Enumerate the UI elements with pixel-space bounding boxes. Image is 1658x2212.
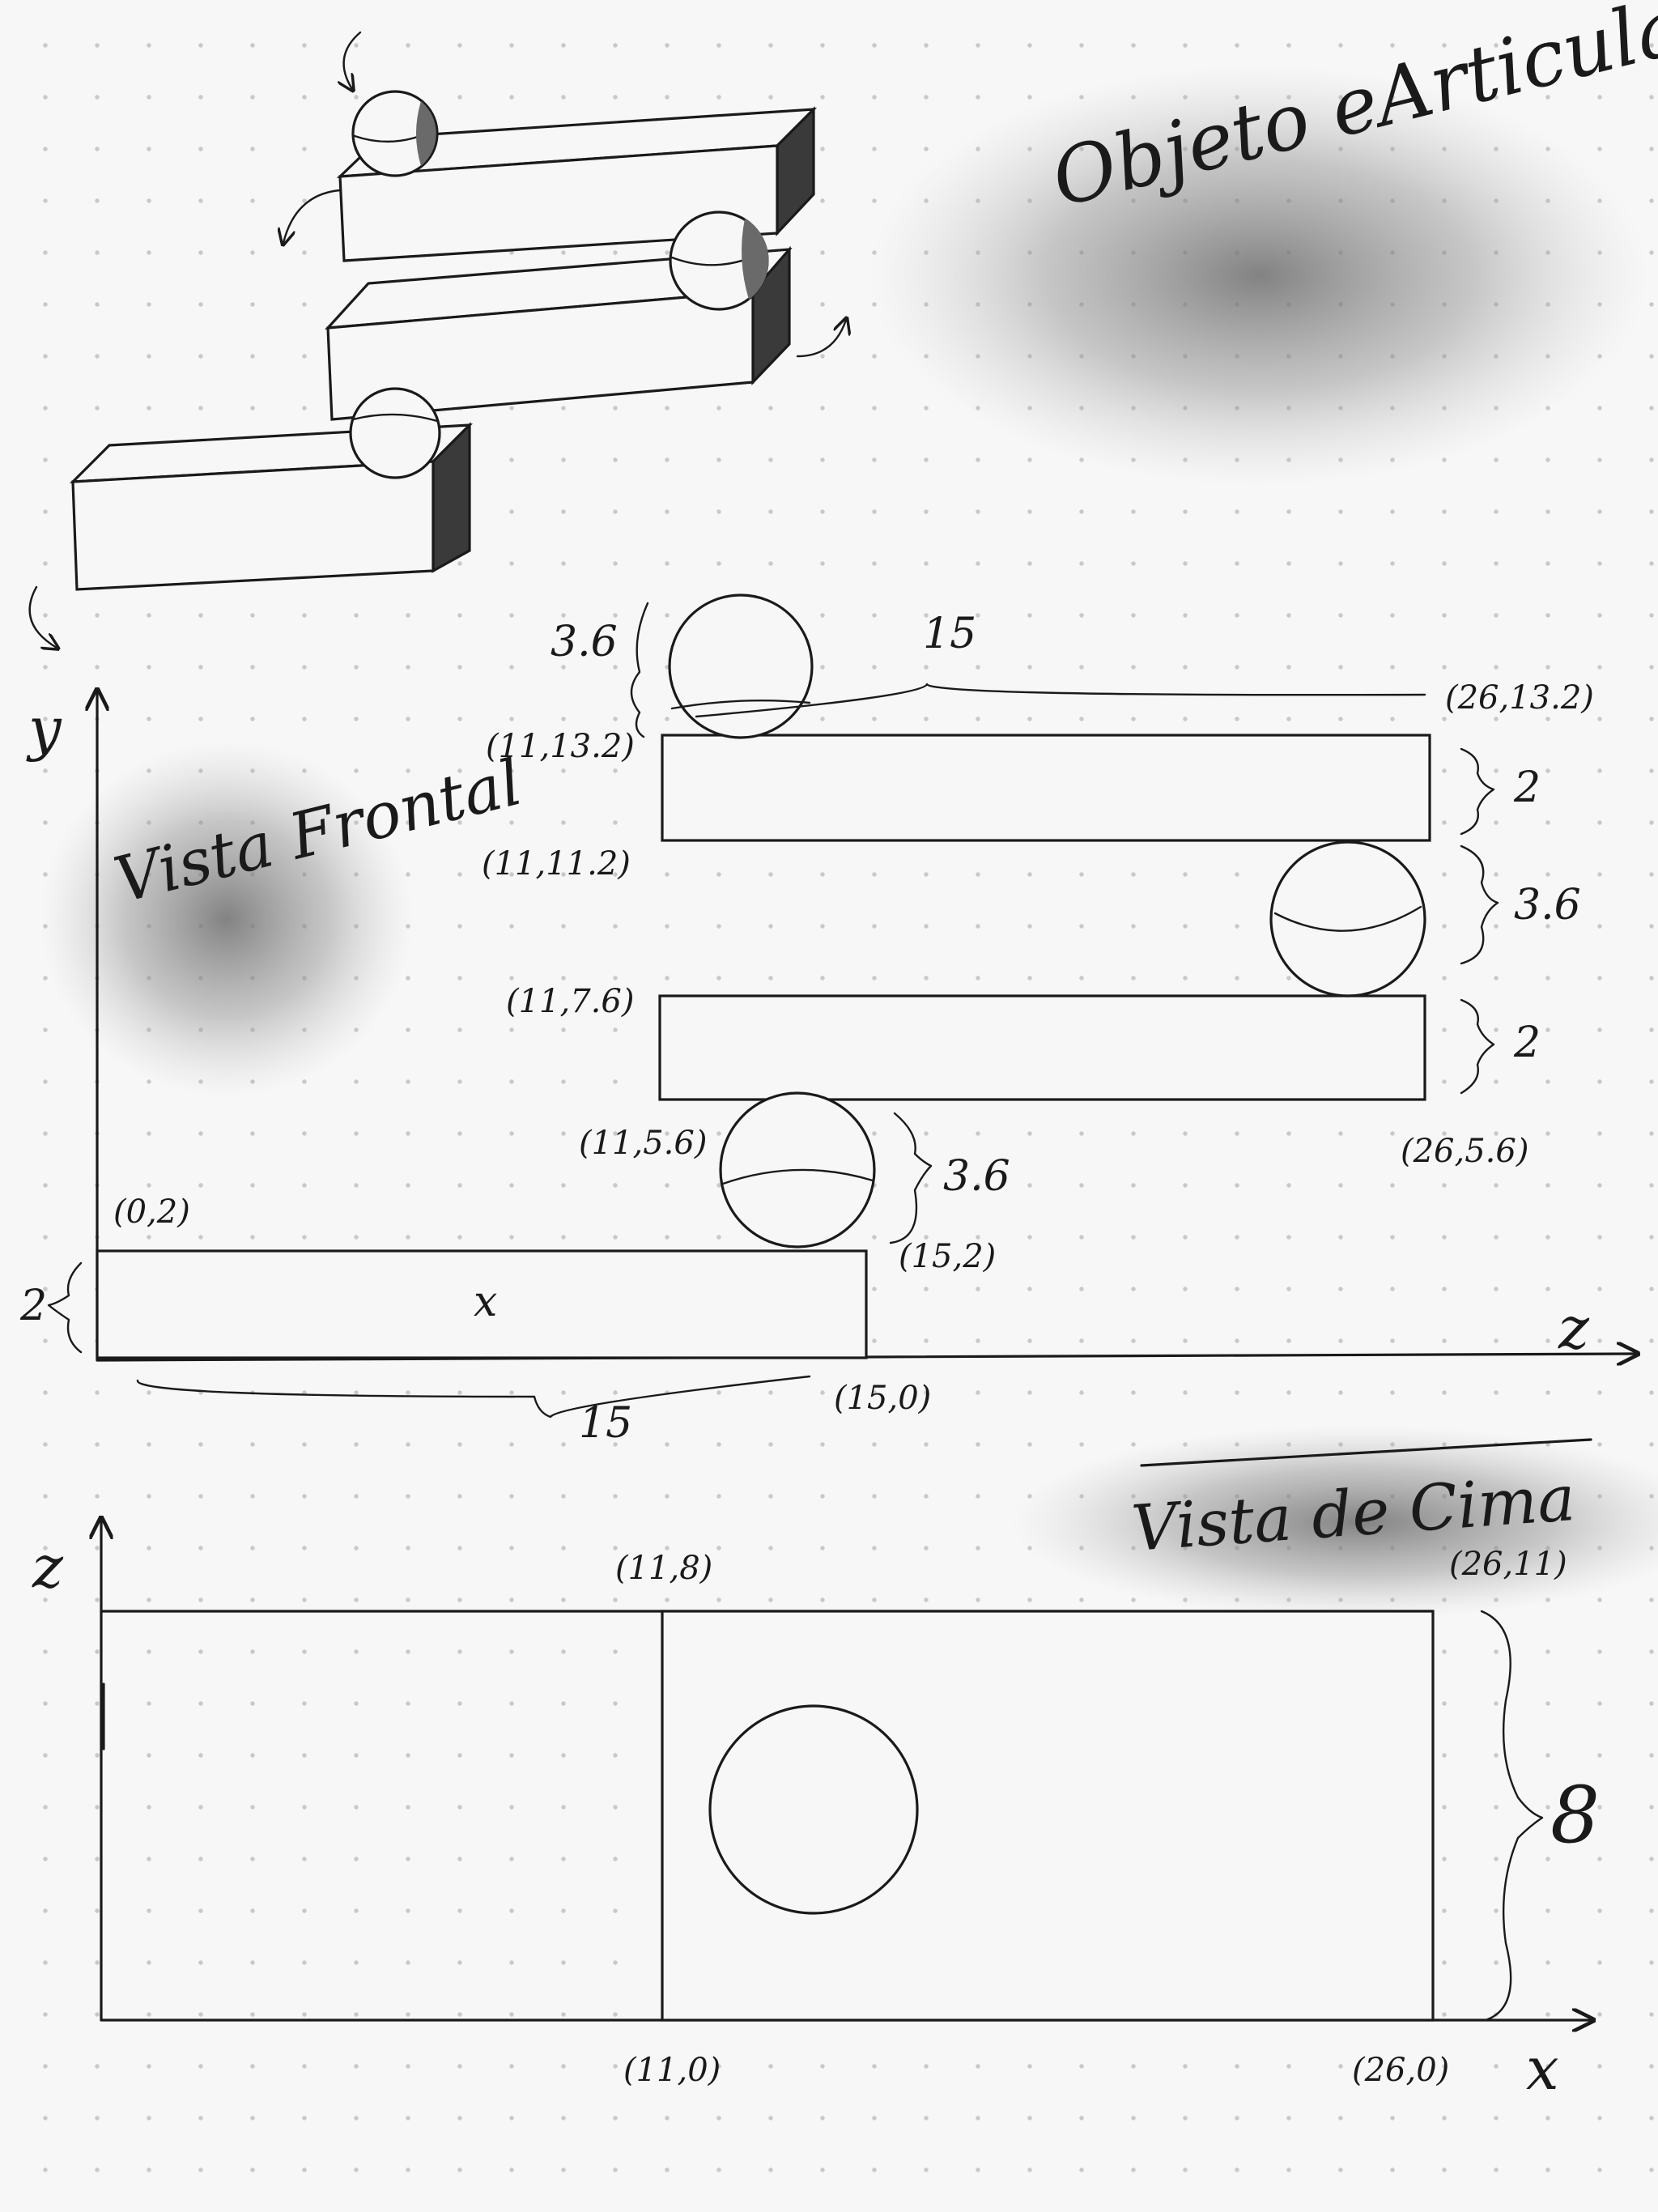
point-label: (11,5.6) xyxy=(579,1125,707,1162)
dim-label: 3.6 xyxy=(943,1152,1010,1201)
joint-sphere-lower xyxy=(719,1091,876,1249)
point-label: (26,11) xyxy=(1449,1546,1567,1583)
axis-x-label: x xyxy=(1526,2035,1559,2103)
front-title-smudge xyxy=(40,741,413,1097)
dim-label: 3.6 xyxy=(1514,881,1581,929)
sphere-bottom xyxy=(349,387,441,479)
link-block-upper xyxy=(661,734,1431,842)
axis-z-label: z xyxy=(1558,1294,1590,1362)
point-label: (11,8) xyxy=(615,1550,712,1587)
point-label: (11,7.6) xyxy=(506,983,634,1020)
point-label: (11,11.2) xyxy=(482,845,631,883)
point-label: (26,13.2) xyxy=(1445,679,1594,717)
title-smudge xyxy=(870,65,1647,486)
sphere-top xyxy=(351,90,439,177)
top-sphere-outline xyxy=(708,1704,919,1915)
dim-label: 3.6 xyxy=(551,618,618,666)
center-mark: x xyxy=(474,1278,497,1326)
joint-sphere-top xyxy=(668,593,814,739)
dim-label: 8 xyxy=(1550,1770,1600,1861)
dim-label: 15 xyxy=(579,1399,632,1448)
base-block xyxy=(96,1249,868,1359)
point-label: (11,0) xyxy=(623,2052,721,2089)
joint-sphere-middle xyxy=(1269,840,1426,998)
point-label: (15,2) xyxy=(899,1238,996,1275)
axis-y-label: y xyxy=(26,695,62,763)
dim-label: 15 xyxy=(923,610,976,658)
point-label: (0,2) xyxy=(113,1193,190,1231)
point-label: (26,5.6) xyxy=(1401,1133,1528,1170)
point-label: (15,0) xyxy=(834,1380,931,1417)
sphere-middle xyxy=(669,211,769,311)
dim-label: 2 xyxy=(1513,764,1541,812)
front-view: y z Vista Frontal (11,13.2) (26,13.2) (1… xyxy=(19,593,1635,1448)
top-title-smudge xyxy=(1012,1425,1658,1619)
top-view: Vista de Cima z x (11,8) (26,11) (11,0) … xyxy=(32,1438,1600,2103)
link-block-lower xyxy=(658,994,1426,1101)
dim-label: 2 xyxy=(1513,1019,1541,1067)
point-label: (11,13.2) xyxy=(486,728,635,765)
rotate-arrow-icon xyxy=(28,585,57,648)
dim-label: 2 xyxy=(19,1282,47,1330)
axis-z-label: z xyxy=(32,1533,64,1601)
point-label: (26,0) xyxy=(1352,2052,1449,2089)
isometric-sketch xyxy=(28,31,846,648)
rotate-arrow-icon xyxy=(283,189,342,243)
rotate-arrow-icon xyxy=(344,31,362,89)
rotate-arrow-icon xyxy=(796,320,846,358)
